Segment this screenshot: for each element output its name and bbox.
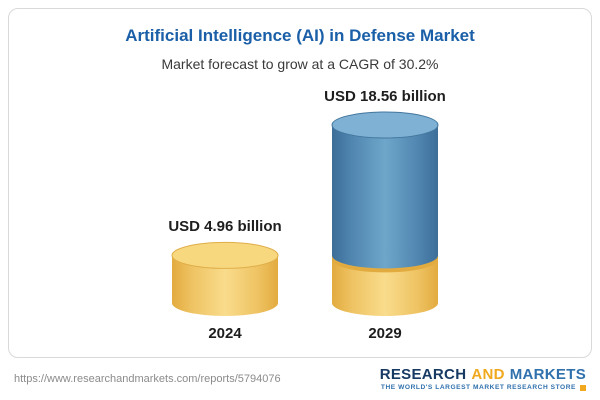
cylinder-chart: USD 4.96 billion USD 18.56 billion 2024 … — [9, 81, 591, 353]
logo-wordmark: RESEARCH AND MARKETS — [380, 367, 586, 382]
logo-tagline: THE WORLD'S LARGEST MARKET RESEARCH STOR… — [380, 383, 576, 391]
value-label-2029: USD 18.56 billion — [324, 88, 446, 105]
logo-gold-square-icon — [580, 384, 586, 391]
cylinder-chart-canvas — [9, 81, 591, 353]
chart-card: Artificial Intelligence (AI) in Defense … — [8, 8, 592, 358]
bar-2024 — [171, 241, 279, 316]
report-url-link[interactable]: https://www.researchandmarkets.com/repor… — [14, 373, 281, 385]
chart-subtitle: Market forecast to grow at a CAGR of 30.… — [161, 56, 439, 72]
logo-word-research: RESEARCH — [379, 365, 467, 383]
axis-label-2024: 2024 — [208, 325, 242, 342]
value-label-2024: USD 4.96 billion — [168, 218, 282, 236]
axis-label-2029: 2029 — [368, 325, 402, 342]
logo-word-and: AND — [471, 365, 505, 383]
footer: https://www.researchandmarkets.com/repor… — [0, 358, 600, 400]
chart-title: Artificial Intelligence (AI) in Defense … — [125, 26, 475, 45]
bar-2029 — [331, 111, 439, 316]
logo-tagline-row: THE WORLD'S LARGEST MARKET RESEARCH STOR… — [381, 384, 586, 392]
logo-word-markets: MARKETS — [509, 365, 586, 383]
research-and-markets-logo[interactable]: RESEARCH AND MARKETS THE WORLD'S LARGEST… — [380, 367, 586, 392]
